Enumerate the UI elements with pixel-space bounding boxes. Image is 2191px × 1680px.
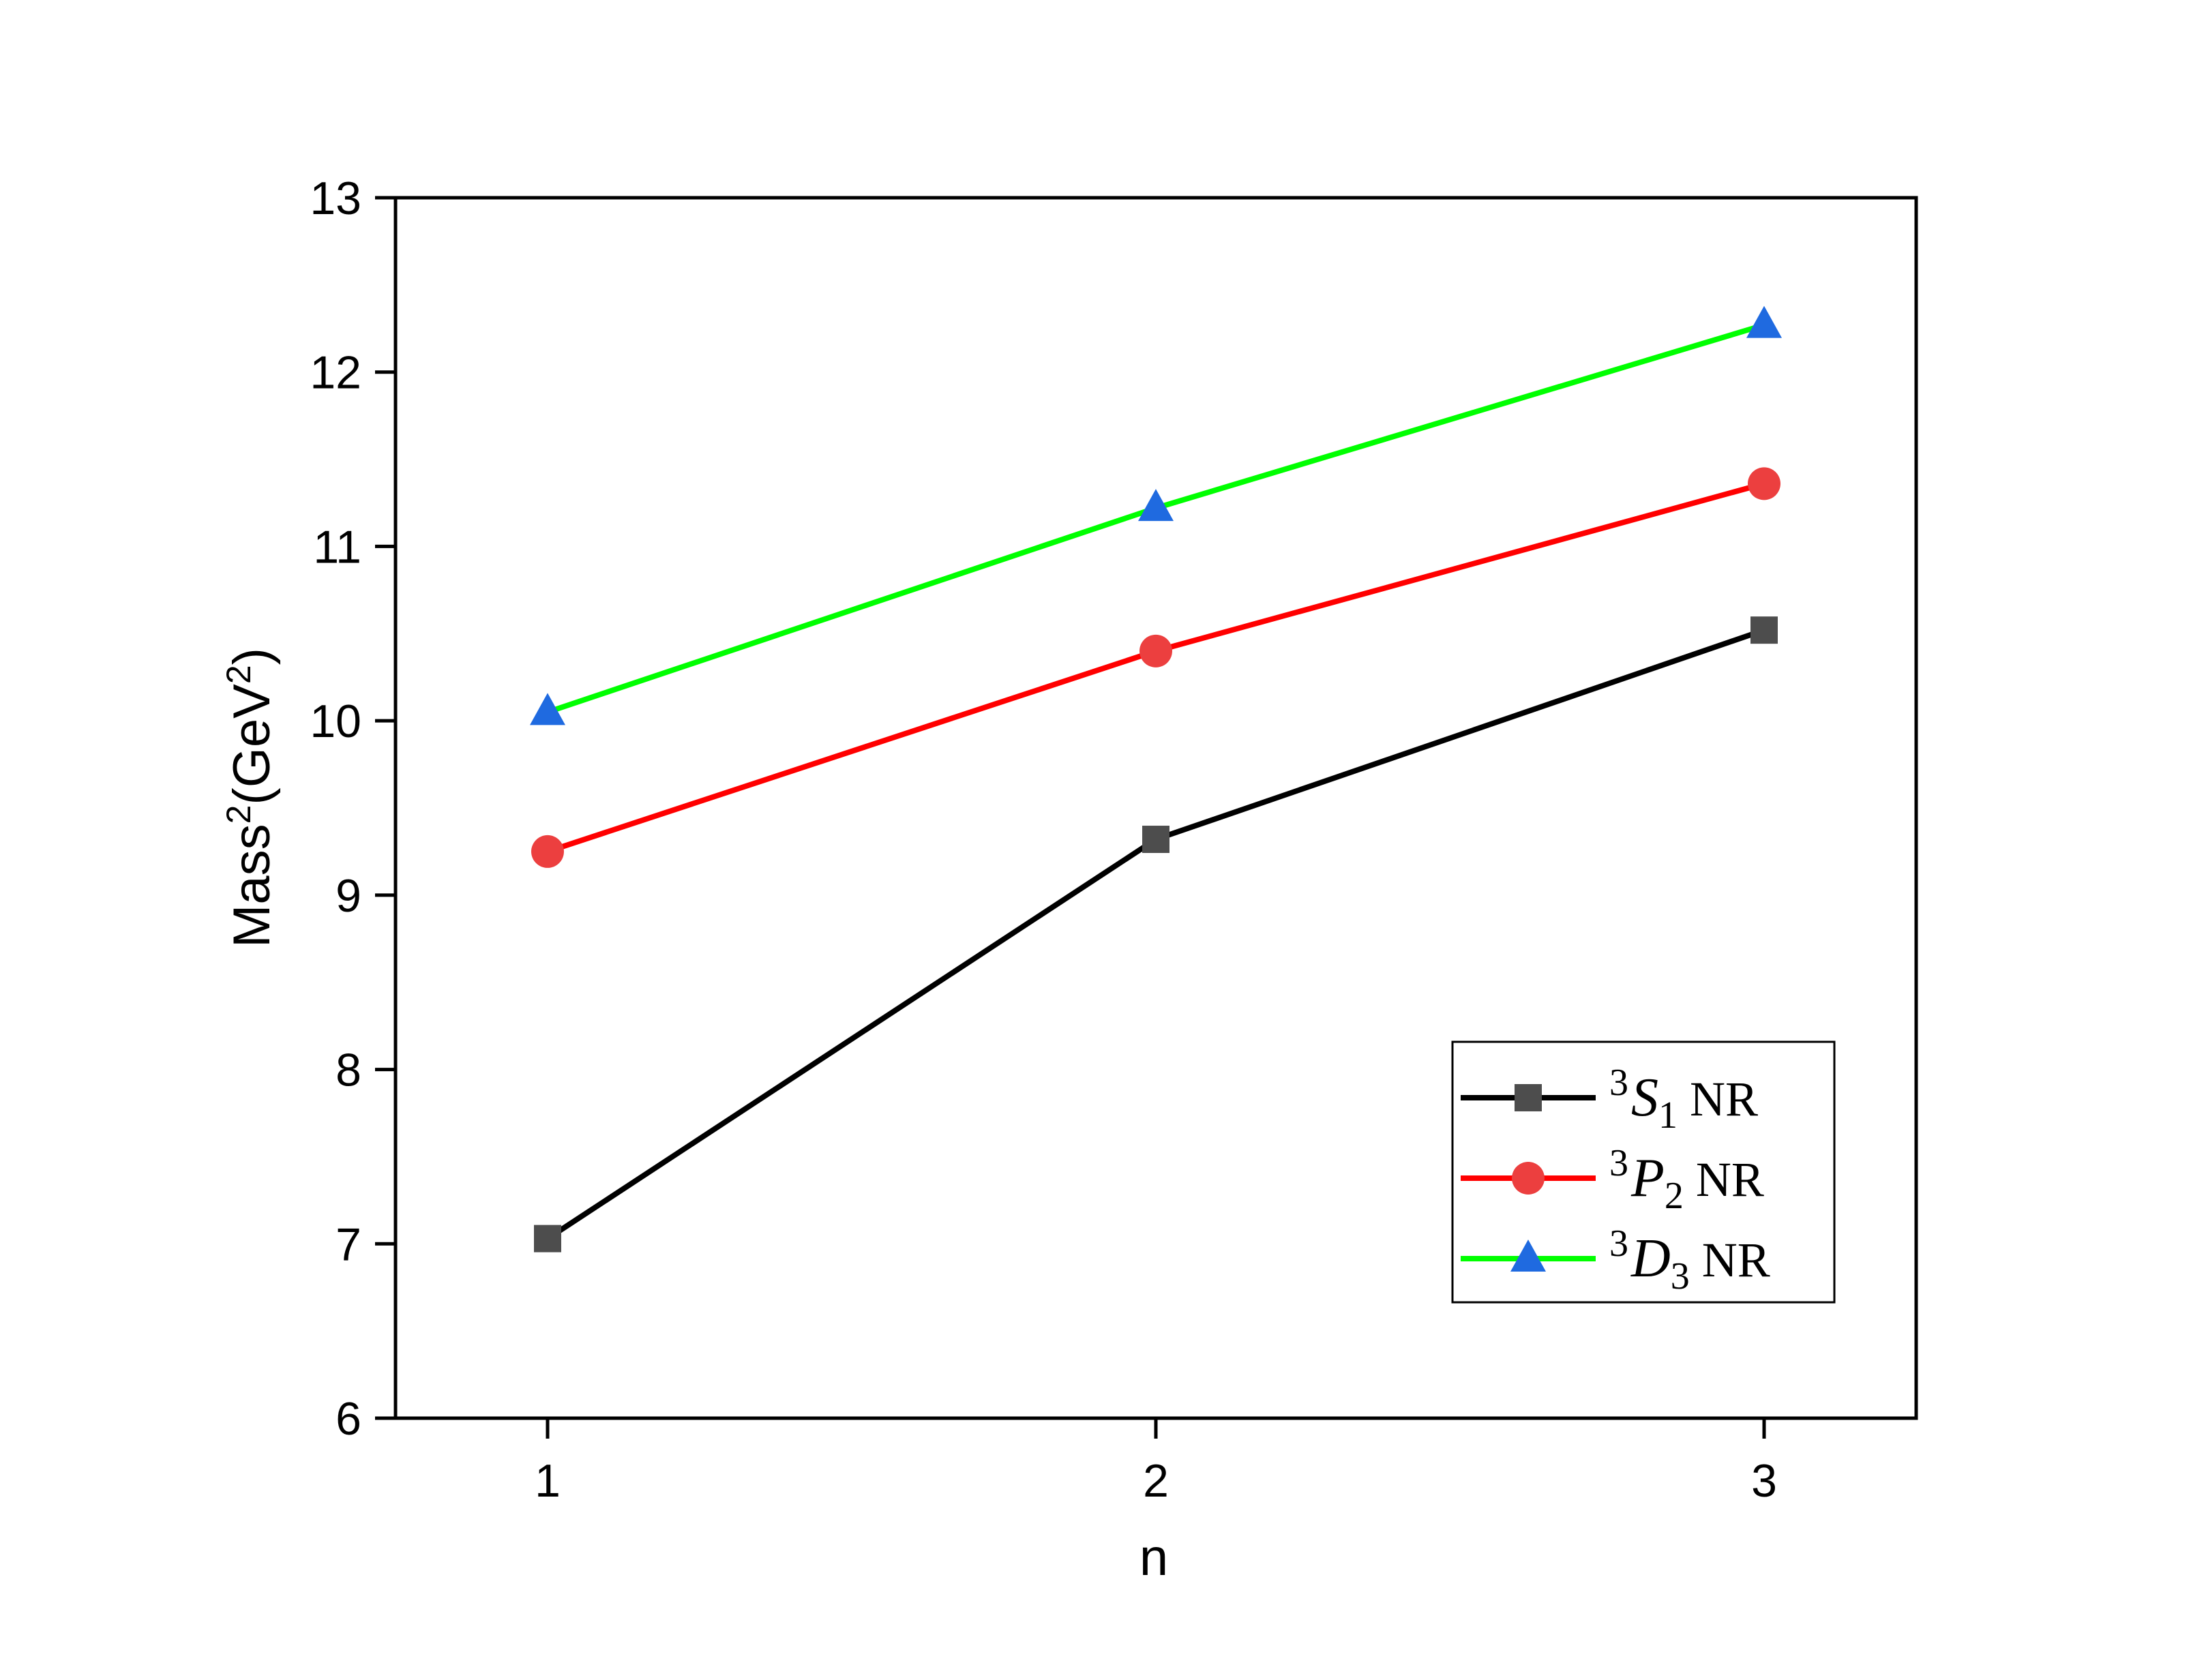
legend-entry: 3D3 NR [1461,1222,1770,1298]
y-tick-label: 9 [336,870,361,922]
x-tick-label: 2 [1143,1455,1169,1507]
y-tick-label: 13 [310,172,361,224]
series-s [534,616,1778,1252]
series-d [530,305,1782,725]
legend-entry: 3S1 NR [1461,1062,1758,1137]
marker-square [1750,616,1778,644]
marker-triangle [530,693,565,725]
legend-label: 3P2 NR [1609,1142,1764,1217]
y-tick-label: 10 [310,695,361,747]
marker-square [1515,1084,1542,1111]
marker-circle [531,835,564,868]
y-axis-title: Mass2(GeV2) [220,648,281,948]
series-layer [530,305,1782,1252]
marker-triangle [1746,305,1782,338]
marker-square [1142,826,1169,854]
x-tick-label: 3 [1751,1455,1777,1507]
x-axis-title: n [1139,1529,1168,1587]
y-tick-label: 6 [336,1393,361,1445]
y-tick-label: 8 [336,1045,361,1096]
y-tick-label: 7 [336,1218,361,1270]
series-p [531,467,1780,868]
marker-circle [1748,467,1780,500]
marker-circle [1512,1162,1545,1195]
marker-circle [1139,634,1172,668]
legend-label: 3S1 NR [1609,1062,1758,1137]
marker-triangle [1510,1240,1546,1272]
legend-label: 3D3 NR [1609,1222,1770,1298]
marker-triangle [1138,489,1174,522]
y-tick-label: 12 [310,347,361,399]
marker-square [534,1225,561,1252]
legend-entry: 3P2 NR [1461,1142,1764,1217]
x-tick-label: 1 [535,1455,561,1507]
y-tick-label: 11 [313,521,361,573]
